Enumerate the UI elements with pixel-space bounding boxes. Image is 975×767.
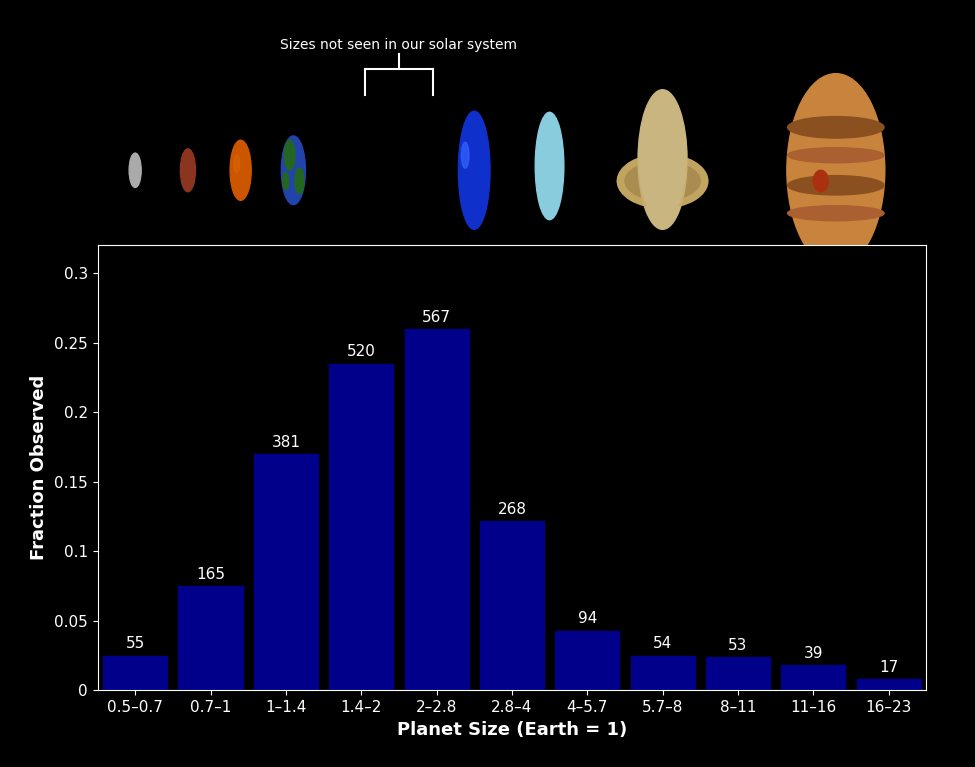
Bar xyxy=(555,630,619,690)
Bar xyxy=(631,656,694,690)
Ellipse shape xyxy=(639,100,686,219)
Circle shape xyxy=(282,136,305,205)
Text: 381: 381 xyxy=(271,435,300,449)
Bar xyxy=(480,521,544,690)
Ellipse shape xyxy=(813,170,829,192)
Ellipse shape xyxy=(788,206,884,221)
Ellipse shape xyxy=(461,143,469,168)
Text: 567: 567 xyxy=(422,310,451,324)
Circle shape xyxy=(283,173,289,189)
Ellipse shape xyxy=(617,154,708,208)
Text: 55: 55 xyxy=(126,637,145,651)
Circle shape xyxy=(234,155,240,173)
Bar xyxy=(706,657,770,690)
Ellipse shape xyxy=(638,90,687,229)
Ellipse shape xyxy=(625,162,700,200)
Ellipse shape xyxy=(788,148,884,163)
Y-axis label: Fraction Observed: Fraction Observed xyxy=(30,375,49,561)
Ellipse shape xyxy=(617,154,708,208)
Circle shape xyxy=(230,140,252,200)
Text: Sizes not seen in our solar system: Sizes not seen in our solar system xyxy=(281,38,518,52)
Bar xyxy=(330,364,393,690)
Bar xyxy=(178,586,243,690)
Text: 165: 165 xyxy=(196,567,225,582)
Circle shape xyxy=(285,140,294,170)
Ellipse shape xyxy=(458,111,490,229)
Circle shape xyxy=(294,168,304,194)
Text: 54: 54 xyxy=(653,637,672,651)
Circle shape xyxy=(180,149,195,192)
Text: 39: 39 xyxy=(803,646,823,661)
Text: 53: 53 xyxy=(728,638,748,653)
X-axis label: Planet Size (Earth = 1): Planet Size (Earth = 1) xyxy=(397,720,627,739)
Text: 520: 520 xyxy=(347,344,375,360)
Bar xyxy=(405,329,469,690)
Ellipse shape xyxy=(788,117,884,138)
Bar xyxy=(103,656,167,690)
Text: 268: 268 xyxy=(497,502,526,516)
Bar xyxy=(781,665,845,690)
Circle shape xyxy=(129,153,141,187)
Ellipse shape xyxy=(787,74,885,267)
Ellipse shape xyxy=(788,176,884,195)
Bar xyxy=(857,680,920,690)
Text: 17: 17 xyxy=(878,660,898,675)
Ellipse shape xyxy=(535,112,564,219)
Text: 94: 94 xyxy=(577,611,597,627)
Bar xyxy=(254,454,318,690)
